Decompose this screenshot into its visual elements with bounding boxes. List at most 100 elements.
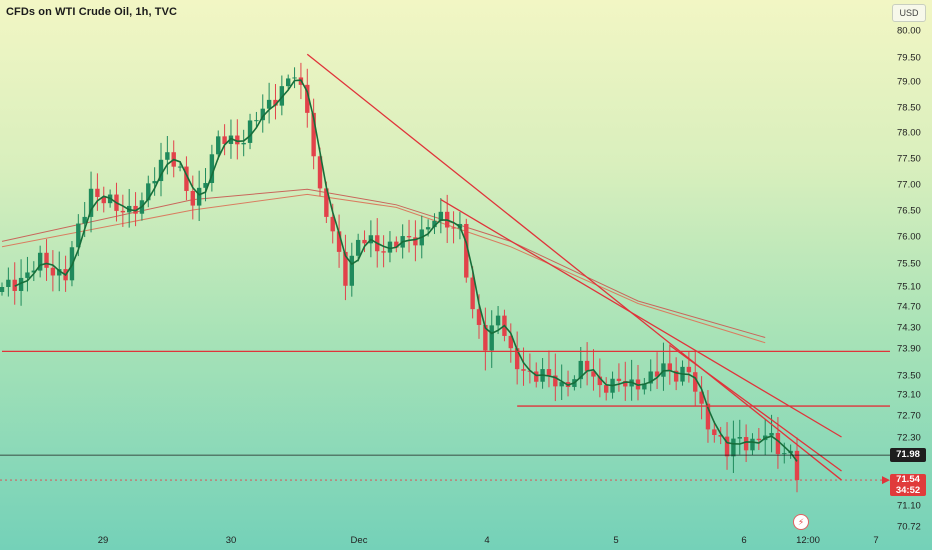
candle-body	[158, 159, 164, 182]
candle-body	[0, 287, 5, 292]
candle	[521, 347, 526, 386]
candle-body	[718, 434, 723, 437]
candle-body	[623, 380, 628, 387]
candle-body	[324, 188, 329, 217]
candle-body	[673, 370, 679, 382]
time-axis[interactable]: 29 30 Dec 4 5 6 12:00 7	[98, 535, 879, 546]
candle	[12, 262, 17, 305]
candle	[381, 235, 386, 268]
candle-body	[57, 269, 62, 276]
candle	[635, 365, 641, 401]
candle-body	[286, 78, 291, 87]
candle-body	[769, 432, 774, 436]
trendline	[669, 344, 842, 472]
candle	[699, 376, 704, 420]
candle	[731, 420, 736, 473]
time-tick-label: Dec	[351, 535, 368, 546]
price-tick-label: 75.50	[897, 259, 921, 270]
candle	[514, 331, 520, 385]
candle	[775, 417, 781, 469]
candle-body	[279, 86, 285, 106]
candle-body	[152, 181, 157, 184]
price-tick-label: 72.30	[897, 433, 921, 444]
candle-body	[394, 241, 399, 248]
candle-body	[578, 360, 583, 380]
candle	[266, 82, 272, 124]
price-tick-label: 70.72	[897, 522, 921, 533]
candle	[546, 350, 552, 388]
candle-body	[228, 135, 234, 144]
candle	[273, 84, 278, 120]
lightning-icon[interactable]: ⚡	[793, 514, 809, 530]
candle-body	[604, 385, 609, 393]
price-tick-label: 77.50	[897, 154, 921, 165]
candle-body	[177, 166, 183, 168]
candle	[451, 211, 456, 244]
candle-body	[737, 437, 742, 439]
candle	[196, 170, 202, 222]
candle-body	[425, 227, 431, 230]
candle-body	[266, 99, 272, 109]
candle-body	[756, 438, 762, 441]
candle	[769, 414, 774, 453]
candle-body	[222, 136, 227, 144]
candle-body	[254, 120, 259, 122]
candle-body	[190, 190, 195, 206]
candle-body	[642, 383, 647, 390]
time-tick-label: 29	[98, 535, 109, 546]
candle	[648, 359, 653, 392]
price-axis[interactable]: 80.00 79.50 79.00 78.50 78.00 77.50 77.00 76.50…	[897, 26, 921, 533]
candle-body	[235, 135, 240, 145]
candle-body	[591, 371, 596, 377]
short-ma-line	[14, 79, 798, 462]
candle-body	[95, 188, 100, 197]
candle-body	[387, 241, 393, 253]
candle	[50, 250, 56, 292]
candle-body	[76, 223, 81, 248]
current-price-tag: 71.54 34:52	[890, 474, 926, 496]
candle-body	[343, 251, 348, 286]
candle-body	[381, 251, 386, 253]
candle	[756, 427, 762, 451]
candle-body	[686, 366, 692, 373]
candle-body	[597, 376, 603, 386]
candle	[413, 220, 418, 262]
candle-body	[349, 255, 354, 286]
candle-body	[559, 382, 564, 387]
price-tick-label: 79.50	[897, 53, 921, 64]
candle-body	[37, 252, 43, 271]
candle	[203, 168, 208, 202]
time-tick-label: 5	[613, 535, 618, 546]
candle-countdown: 34:52	[895, 485, 921, 496]
trendline-drawings[interactable]	[0, 53, 890, 485]
candle-body	[101, 196, 106, 204]
candle-body	[584, 360, 590, 372]
arrow-head-icon	[882, 476, 890, 485]
last-close-price-tag: 71.98	[890, 448, 926, 462]
candle	[184, 156, 189, 201]
price-tick-label: 78.00	[897, 128, 921, 139]
candle	[667, 344, 672, 385]
candle	[241, 129, 246, 157]
candle-body	[50, 267, 56, 276]
time-tick-label: 30	[226, 535, 237, 546]
chart-title: CFDs on WTI Crude Oil, 1h, TVC	[6, 6, 178, 18]
candle	[642, 377, 647, 395]
trendline	[440, 199, 842, 438]
candle	[235, 119, 240, 160]
candle	[254, 111, 259, 128]
candle	[604, 377, 609, 401]
candle-body	[241, 142, 246, 145]
price-tick-label: 78.50	[897, 103, 921, 114]
candle	[158, 142, 164, 197]
candle	[616, 363, 622, 392]
candle	[0, 282, 5, 296]
candle	[355, 233, 361, 262]
candle-body	[330, 216, 335, 232]
candle	[737, 419, 742, 455]
candle	[661, 342, 666, 391]
currency-selector[interactable]: USD	[892, 4, 926, 22]
candle-body	[483, 324, 488, 351]
candle	[629, 359, 634, 401]
